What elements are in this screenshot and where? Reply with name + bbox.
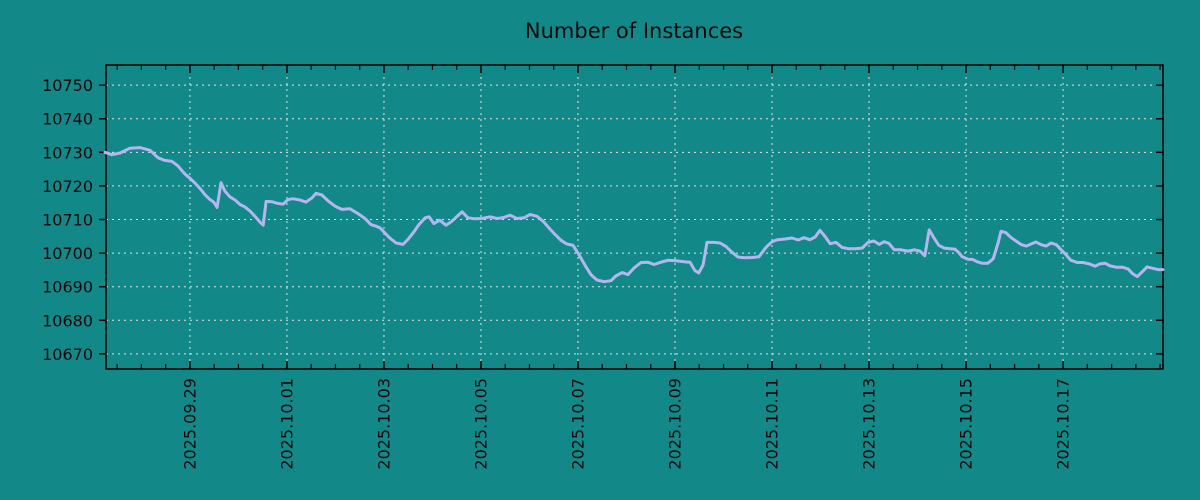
y-tick-label: 10740: [42, 110, 93, 129]
y-tick-label: 10670: [42, 345, 93, 364]
y-tick-label: 10720: [42, 177, 93, 196]
y-tick-label: 10680: [42, 311, 93, 330]
grid-layer: [106, 65, 1163, 369]
x-tick-label: 2025.10.03: [374, 378, 393, 470]
x-tick-label: 2025.10.17: [1054, 378, 1073, 470]
series-layer: [103, 146, 1165, 284]
data-line: [103, 146, 1165, 284]
y-tick-label: 10730: [42, 143, 93, 162]
plot-border: [105, 64, 1164, 370]
y-tick-label: 10690: [42, 278, 93, 297]
x-tick-label: 2025.09.29: [180, 378, 199, 470]
y-tick-label: 10750: [42, 76, 93, 95]
x-tick-label: 2025.10.15: [957, 378, 976, 470]
y-tick-label: 10710: [42, 211, 93, 230]
x-tick-label: 2025.10.13: [860, 378, 879, 470]
x-tick-label: 2025.10.09: [666, 378, 685, 470]
x-tick-label: 2025.10.07: [568, 378, 587, 470]
x-tick-label: 2025.10.05: [471, 378, 490, 470]
x-tick-label: 2025.10.01: [277, 378, 296, 470]
y-tick-label: 10700: [42, 244, 93, 263]
x-tick-label: 2025.10.11: [763, 378, 782, 470]
axis-layer: 10670 10680 10690 10700 10710 10720 10730 10740…: [42, 64, 1164, 470]
chart-title: Number of Instances: [525, 19, 743, 43]
